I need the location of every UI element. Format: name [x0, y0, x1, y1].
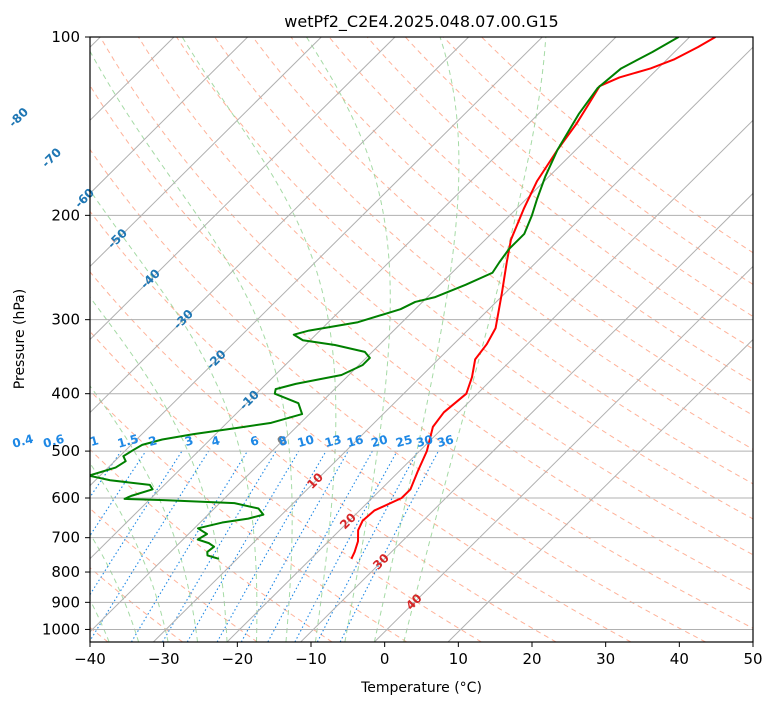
- dry-adiabat: [90, 148, 706, 642]
- y-tick-label: 500: [51, 442, 80, 460]
- mixing-ratio-line: [294, 450, 398, 642]
- isotherm: [90, 37, 322, 268]
- dry-adiabat: [137, 37, 753, 556]
- mixing-ratio-label: 20: [370, 432, 390, 450]
- dry-adiabat: [99, 37, 753, 592]
- dry-adiabat: [90, 507, 258, 642]
- mixing-ratio-label: 3: [183, 433, 195, 449]
- mixing-ratio-label: 4: [210, 433, 222, 449]
- dry-adiabat: [214, 37, 753, 485]
- isotherm: [226, 119, 753, 642]
- sounding-line: [90, 37, 680, 560]
- mixing-ratio-label: 16: [345, 432, 365, 450]
- mixing-ratio-line: [130, 450, 248, 642]
- y-tick-label: 900: [51, 593, 80, 611]
- isotherm: [300, 192, 753, 642]
- isotherm: [90, 37, 469, 414]
- dry-adiabat: [328, 37, 753, 383]
- x-axis-label: Temperature (°C): [360, 680, 482, 696]
- mixing-ratio-label: 2: [147, 433, 159, 449]
- plot-frame: [89, 36, 754, 643]
- x-tick-label: 0: [380, 650, 390, 668]
- dry-adiabat: [90, 210, 632, 642]
- dry-adiabat: [366, 37, 753, 350]
- y-tick-label: 600: [51, 489, 80, 507]
- mixing-ratio-label: 0.6: [42, 432, 66, 451]
- mixing-ratio-line: [162, 450, 277, 642]
- dry-adiabat: [176, 37, 753, 520]
- y-tick-label: 200: [51, 206, 80, 224]
- mixing-ratio-label: 25: [394, 432, 414, 450]
- x-tick-label: 10: [449, 650, 468, 668]
- isotherm: [374, 265, 753, 642]
- moist-adiabat: [181, 37, 337, 642]
- x-tick-label: 40: [670, 650, 689, 668]
- y-axis-label: Pressure (hPa): [12, 289, 28, 389]
- dry-adiabat: [290, 37, 753, 416]
- y-tick-label: 300: [51, 311, 80, 329]
- moist-adiabat: [90, 50, 293, 642]
- x-tick-label: −10: [295, 650, 327, 668]
- series-layer: [90, 37, 716, 560]
- mixing-ratio-label: 1: [88, 433, 100, 449]
- dry-adiabat: [252, 37, 753, 450]
- isotherm: [90, 37, 690, 633]
- x-tick-label: −20: [222, 650, 254, 668]
- mixing-ratio-label: 1.5: [116, 432, 140, 451]
- y-tick-label: 400: [51, 385, 80, 403]
- mixing-ratio-label: 10: [296, 432, 316, 450]
- mixing-ratio-line: [216, 450, 327, 642]
- y-tick-label: 700: [51, 529, 80, 547]
- x-tick-label: −30: [148, 650, 180, 668]
- dry-adiabat: [90, 448, 333, 642]
- mixing-ratio-line: [267, 450, 373, 642]
- moist-adiabat: [403, 37, 547, 642]
- x-tick-label: 50: [743, 650, 762, 668]
- mixing-ratio-label: 8: [277, 433, 289, 449]
- axes: −40 −30 −20 −10 0 10 20 30 40 5010020030040050060…: [42, 28, 763, 668]
- mixing-ratio-line: [90, 450, 210, 642]
- moist-adiabat: [306, 37, 391, 642]
- mixing-ratio-line: [186, 450, 300, 642]
- mixing-ratio-label: 6: [249, 433, 261, 449]
- x-tick-label: 30: [596, 650, 615, 668]
- chart-title: wetPf2_C2E4.2025.048.07.00.G15: [284, 12, 558, 32]
- mixing-ratio-line: [90, 450, 183, 596]
- mixing-ratio-label: 36: [435, 432, 455, 450]
- y-tick-label: 100: [51, 28, 80, 46]
- isotherm: [90, 37, 543, 487]
- isotherm: [153, 46, 753, 642]
- mixing-ratio-label: 30: [415, 432, 435, 450]
- dry-adiabat: [404, 37, 753, 318]
- y-tick-label: 1000: [42, 620, 80, 638]
- mixing-ratio-label: 13: [323, 432, 343, 450]
- isotherm: [90, 37, 248, 195]
- moist-adiabat: [90, 296, 228, 642]
- moist-adiabat: [90, 189, 258, 642]
- dry-adiabat: [90, 271, 557, 642]
- dry-adiabat: [90, 330, 482, 642]
- x-tick-label: −40: [74, 650, 106, 668]
- mixing-ratio-label: 0.4: [11, 432, 35, 451]
- x-tick-label: 20: [522, 650, 541, 668]
- isotherm: [90, 37, 617, 560]
- y-tick-label: 800: [51, 563, 80, 581]
